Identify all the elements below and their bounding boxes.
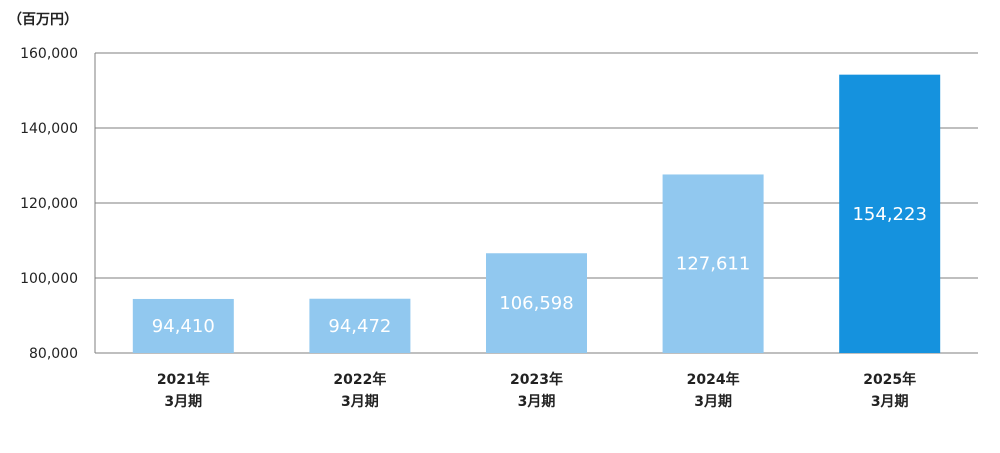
bar-value-labels: 94,410 94,472 106,598 127,611 154,223 [152,204,927,337]
bar-value-label: 154,223 [852,204,926,225]
x-tick-label: 2023年 [510,371,563,388]
x-tick-label: 2021年 [157,371,210,388]
x-tick-label: 2024年 [687,371,740,388]
y-tick-label: 120,000 [20,196,78,212]
bar-value-label: 94,410 [152,316,215,337]
bar [486,253,587,353]
y-unit-label: （百万円） [8,12,78,28]
bar [132,298,234,353]
x-tick-label: 3月期 [164,394,202,410]
bar-value-label: 106,598 [499,293,573,314]
y-axis-ticks: 80,000 100,000 120,000 140,000 160,000 [20,46,78,362]
y-tick-label: 140,000 [20,121,78,137]
bar-value-label: 94,472 [328,316,391,337]
gridlines [94,52,978,354]
bars [132,74,941,353]
y-tick-label: 100,000 [20,271,78,287]
x-axis-ticks: 2021年 3月期 2022年 3月期 2023年 3月期 2024年 3月期 2025年 3月期 [157,371,916,410]
y-tick-label: 160,000 [20,46,78,62]
x-tick-label: 2022年 [333,371,386,388]
x-tick-label: 3月期 [871,394,909,410]
x-tick-label: 3月期 [341,394,379,410]
bar [839,74,941,353]
bar-value-label: 127,611 [676,254,750,275]
x-tick-label: 2025年 [863,371,916,388]
bar [309,298,411,353]
x-tick-label: 3月期 [694,394,732,410]
x-tick-label: 3月期 [518,394,556,410]
y-tick-label: 80,000 [29,346,78,362]
bar [662,174,764,353]
